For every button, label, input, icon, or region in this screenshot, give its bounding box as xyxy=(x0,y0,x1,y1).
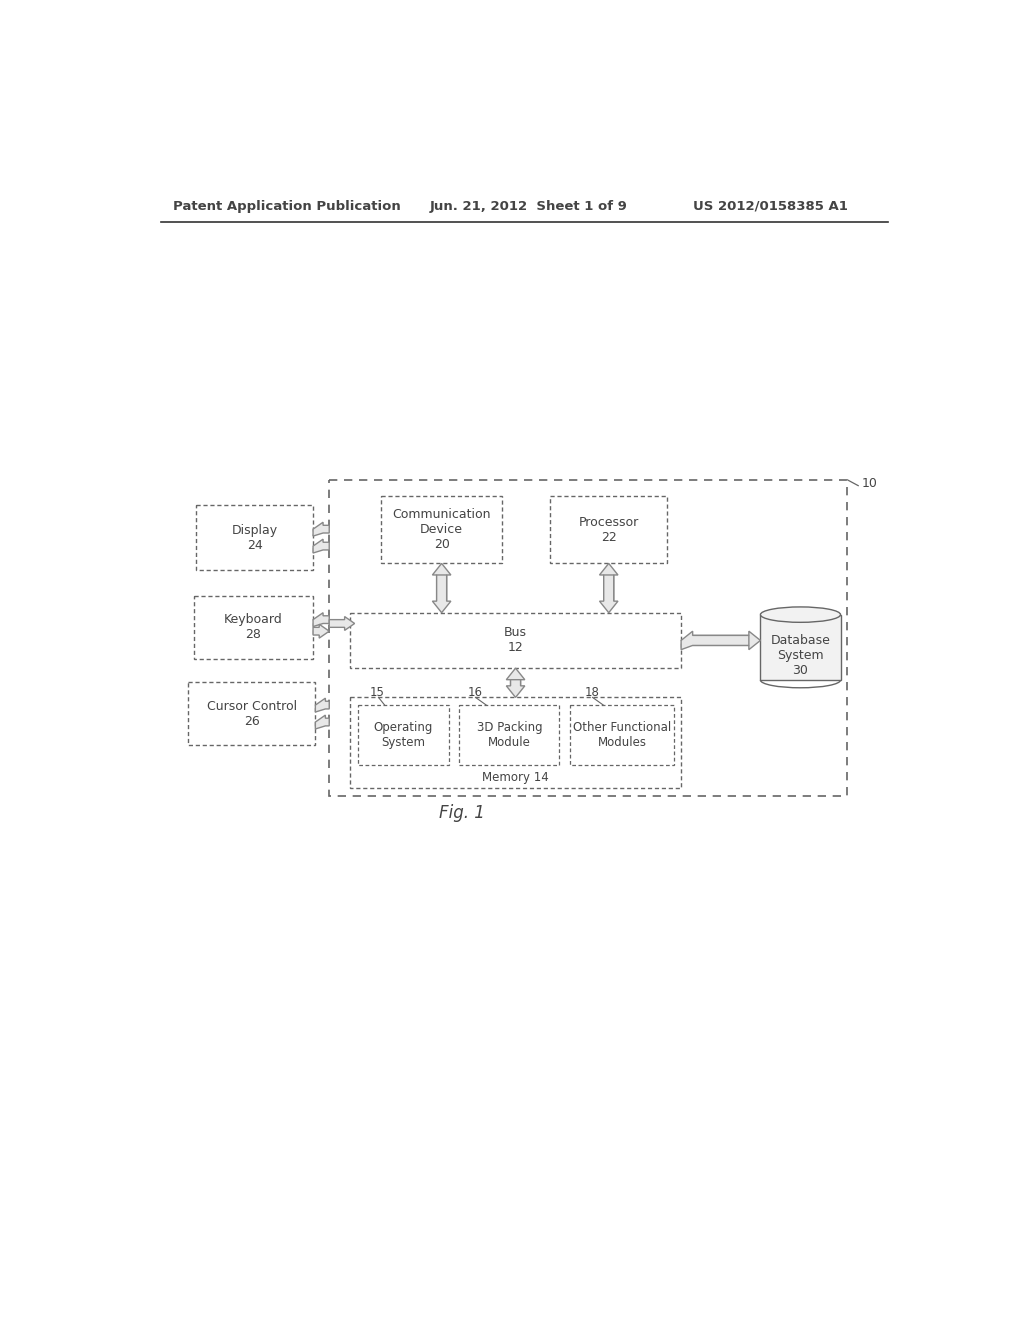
Text: 18: 18 xyxy=(585,686,600,698)
Polygon shape xyxy=(315,698,330,711)
Text: Keyboard
28: Keyboard 28 xyxy=(224,614,283,642)
Text: Fig. 1: Fig. 1 xyxy=(438,804,484,822)
Bar xyxy=(550,496,668,564)
Bar xyxy=(194,595,313,659)
Bar xyxy=(357,705,449,766)
Polygon shape xyxy=(313,539,330,553)
Polygon shape xyxy=(681,631,749,649)
Bar xyxy=(350,612,681,668)
Text: Cursor Control
26: Cursor Control 26 xyxy=(207,700,297,727)
Text: Communication
Device
20: Communication Device 20 xyxy=(392,508,490,550)
Bar xyxy=(570,705,674,766)
Polygon shape xyxy=(432,564,451,601)
Text: Processor
22: Processor 22 xyxy=(579,516,639,544)
Text: Database
System
30: Database System 30 xyxy=(770,634,830,677)
Polygon shape xyxy=(506,680,524,697)
Text: 16: 16 xyxy=(468,686,483,698)
Bar xyxy=(196,506,313,570)
Text: 3D Packing
Module: 3D Packing Module xyxy=(476,721,543,750)
Polygon shape xyxy=(599,576,617,612)
Text: Bus
12: Bus 12 xyxy=(504,627,527,655)
Polygon shape xyxy=(692,631,761,649)
Polygon shape xyxy=(506,668,524,686)
Polygon shape xyxy=(313,624,330,638)
Polygon shape xyxy=(313,523,330,536)
Text: Patent Application Publication: Patent Application Publication xyxy=(173,199,400,213)
Text: 15: 15 xyxy=(370,686,384,698)
Text: US 2012/0158385 A1: US 2012/0158385 A1 xyxy=(692,199,848,213)
Bar xyxy=(460,705,559,766)
Polygon shape xyxy=(599,564,617,601)
Polygon shape xyxy=(330,616,354,631)
Ellipse shape xyxy=(761,607,841,622)
Bar xyxy=(381,496,503,564)
Bar xyxy=(761,615,841,680)
Text: 10: 10 xyxy=(862,478,878,490)
Text: Memory 14: Memory 14 xyxy=(482,771,549,784)
Bar xyxy=(188,682,315,744)
Polygon shape xyxy=(315,715,330,729)
Polygon shape xyxy=(313,612,330,627)
Bar xyxy=(330,480,847,796)
Bar xyxy=(350,697,681,788)
Text: Other Functional
Modules: Other Functional Modules xyxy=(573,721,672,750)
Text: Jun. 21, 2012  Sheet 1 of 9: Jun. 21, 2012 Sheet 1 of 9 xyxy=(429,199,627,213)
Polygon shape xyxy=(432,576,451,612)
Text: Operating
System: Operating System xyxy=(374,721,433,750)
Text: Display
24: Display 24 xyxy=(231,524,278,552)
